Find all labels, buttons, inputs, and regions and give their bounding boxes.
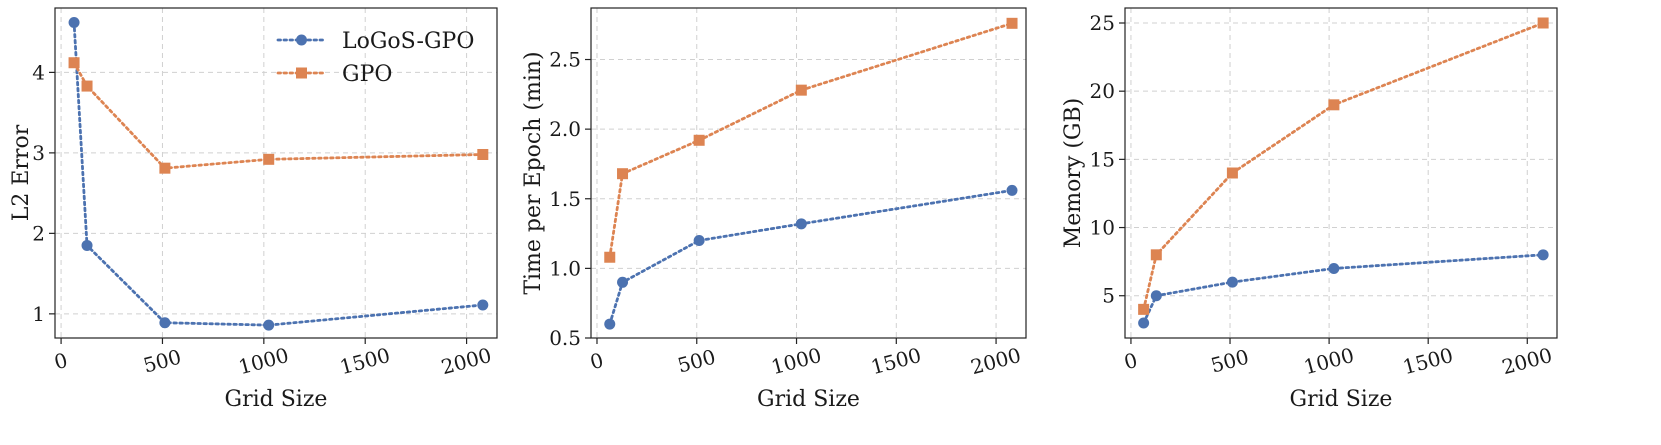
x-tick-label: 500 — [1208, 345, 1251, 378]
x-tick-label: 1500 — [868, 343, 923, 379]
y-tick-label: 15 — [1090, 147, 1115, 171]
y-axis-label: L2 Error — [9, 124, 34, 221]
series-line-gpo — [608, 21, 1014, 259]
y-tick-label: 1.0 — [549, 256, 581, 280]
legend-marker-circle — [296, 34, 307, 46]
data-point-gpo — [68, 57, 80, 69]
data-point-gpo — [263, 153, 275, 165]
y-tick-label: 10 — [1090, 216, 1115, 240]
series-line-gpo — [72, 61, 485, 170]
data-point-logos-gpo — [1328, 262, 1340, 274]
chart-panel-1: 0 500 1000 1500 2000 1 2 3 4 Grid Size L2 Error LoG… — [9, 7, 498, 412]
data-point-logos-gpo — [1537, 249, 1549, 261]
x-tick-label: 2000 — [1499, 343, 1554, 379]
chart-panel-3: 0 500 1000 1500 2000 5 10 15 20 25 Grid Size Memory… — [1061, 7, 1558, 412]
y-tick-label: 1.5 — [549, 187, 581, 211]
legend: LoGoS-GPO GPO — [276, 29, 474, 87]
x-tick-label: 500 — [675, 345, 718, 378]
data-point-gpo — [477, 148, 489, 160]
data-point-logos-gpo — [159, 317, 171, 329]
x-tick-label: 1000 — [236, 343, 291, 379]
data-point-logos-gpo — [795, 218, 807, 230]
data-point-logos-gpo — [617, 276, 629, 288]
series-line-logos-gpo — [1142, 253, 1545, 325]
series-line-gpo — [1142, 21, 1545, 311]
x-tick-label: 1500 — [1400, 343, 1455, 379]
data-point-gpo — [1006, 17, 1018, 29]
data-point-logos-gpo — [68, 16, 80, 28]
data-point-gpo — [617, 168, 629, 180]
y-tick-label: 5 — [1102, 284, 1115, 308]
x-tick-label: 1500 — [337, 343, 392, 379]
y-axis-label: Time per Epoch (min) — [521, 51, 546, 294]
data-point-gpo — [1138, 303, 1150, 315]
data-point-gpo — [1537, 17, 1549, 29]
y-tick-label: 4 — [32, 60, 45, 84]
y-tick-label: 20 — [1090, 79, 1115, 103]
data-point-gpo — [693, 134, 705, 146]
x-tick-label: 2000 — [968, 343, 1023, 379]
legend-label: LoGoS-GPO — [342, 29, 474, 54]
data-point-gpo — [1226, 167, 1238, 179]
x-tick-label: 500 — [141, 345, 184, 378]
data-point-logos-gpo — [693, 235, 705, 247]
series-line-logos-gpo — [72, 21, 485, 327]
y-tick-label: 2 — [32, 221, 45, 245]
y-tick-label: 3 — [32, 141, 45, 165]
data-point-logos-gpo — [1138, 317, 1150, 329]
x-axis-label: Grid Size — [225, 387, 328, 412]
data-point-logos-gpo — [1150, 290, 1162, 302]
legend-label: GPO — [342, 62, 392, 87]
x-tick-label: 0 — [52, 348, 71, 374]
x-tick-label: 0 — [587, 348, 606, 374]
chart-panel-2: 0 500 1000 1500 2000 0.5 1.0 1.5 2.0 2.5 Grid Size… — [521, 7, 1027, 412]
legend-marker-square — [296, 67, 307, 79]
data-point-gpo — [604, 251, 616, 263]
data-point-gpo — [159, 162, 171, 174]
data-point-gpo — [1328, 99, 1340, 111]
y-tick-label: 1 — [32, 302, 45, 326]
x-axis-label: Grid Size — [757, 387, 860, 412]
y-tick-label: 2.5 — [549, 48, 581, 72]
x-tick-label: 0 — [1121, 348, 1140, 374]
x-axis-label: Grid Size — [1290, 387, 1393, 412]
data-point-logos-gpo — [81, 239, 93, 251]
data-point-logos-gpo — [477, 299, 489, 311]
data-point-gpo — [81, 80, 93, 92]
data-point-logos-gpo — [263, 319, 275, 331]
data-point-gpo — [795, 84, 807, 96]
data-point-gpo — [1150, 249, 1162, 261]
x-tick-label: 1000 — [1301, 343, 1356, 379]
y-tick-label: 25 — [1090, 11, 1115, 35]
y-tick-label: 0.5 — [549, 326, 581, 350]
plot-frame — [590, 7, 1027, 339]
x-tick-label: 2000 — [439, 343, 494, 379]
data-point-logos-gpo — [1006, 184, 1018, 196]
series-line-logos-gpo — [608, 189, 1014, 326]
x-tick-label: 1000 — [769, 343, 824, 379]
data-point-logos-gpo — [1226, 276, 1238, 288]
y-tick-label: 2.0 — [549, 117, 581, 141]
data-point-logos-gpo — [604, 318, 616, 330]
plot-frame — [1124, 7, 1558, 339]
y-axis-label: Memory (GB) — [1061, 98, 1086, 249]
plot-frame — [54, 7, 498, 339]
